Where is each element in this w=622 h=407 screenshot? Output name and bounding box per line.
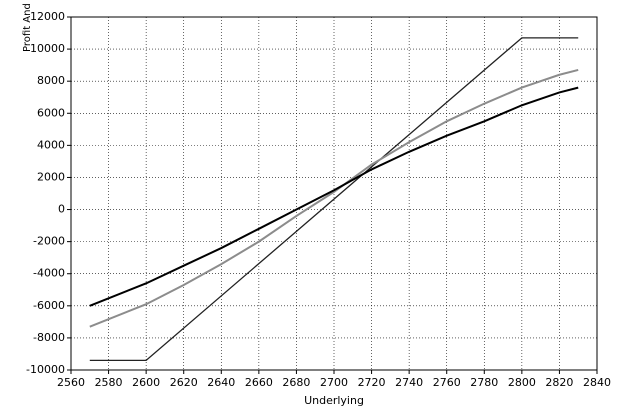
series-line xyxy=(89,86,579,307)
x-tick-label: 2780 xyxy=(470,376,498,389)
x-tick-label: 2740 xyxy=(395,376,423,389)
x-tick-label: 2680 xyxy=(282,376,310,389)
x-tick-label: 2700 xyxy=(320,376,348,389)
y-tick-label: -4000 xyxy=(33,267,65,280)
x-tick-label: 2800 xyxy=(508,376,536,389)
y-tick-label: 4000 xyxy=(37,138,65,151)
x-tick-label: 2820 xyxy=(545,376,573,389)
y-tick-label: 6000 xyxy=(37,106,65,119)
x-tick-label: 2660 xyxy=(245,376,273,389)
series-line xyxy=(89,68,579,328)
x-tick-label: 2840 xyxy=(583,376,611,389)
x-tick-label: 2720 xyxy=(358,376,386,389)
x-axis-label: Underlying xyxy=(304,394,364,407)
plot-frame xyxy=(70,16,598,371)
y-tick-label: -10000 xyxy=(26,363,65,376)
y-tick-label: -8000 xyxy=(33,331,65,344)
x-tick-label: 2600 xyxy=(132,376,160,389)
y-tick-label: 2000 xyxy=(37,170,65,183)
y-tick-label: -2000 xyxy=(33,235,65,248)
x-tick-label: 2620 xyxy=(170,376,198,389)
y-tick-label: 0 xyxy=(58,203,65,216)
y-axis-label: Profit And Loss xyxy=(22,0,33,52)
x-tick-label: 2560 xyxy=(57,376,85,389)
y-tick-label: 10000 xyxy=(30,42,65,55)
y-tick-label: -6000 xyxy=(33,299,65,312)
x-tick-label: 2640 xyxy=(207,376,235,389)
series-line xyxy=(89,37,579,362)
y-tick-label: 8000 xyxy=(37,74,65,87)
y-tick-label: 12000 xyxy=(30,10,65,23)
x-tick-label: 2580 xyxy=(95,376,123,389)
x-tick-label: 2760 xyxy=(433,376,461,389)
